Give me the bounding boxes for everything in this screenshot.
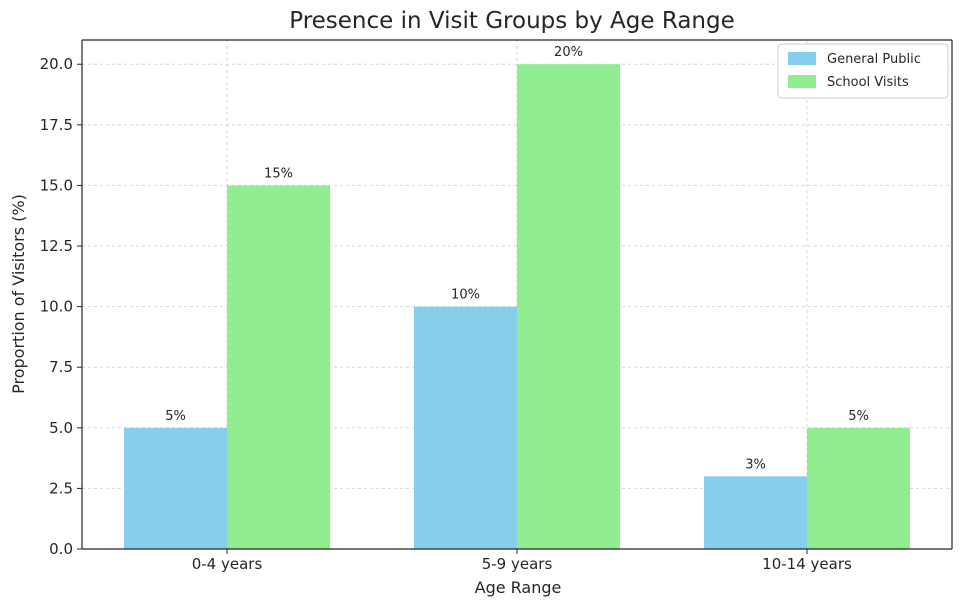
bar bbox=[517, 64, 620, 549]
x-tick-label: 5-9 years bbox=[482, 555, 553, 573]
x-axis-title: Age Range bbox=[475, 578, 562, 597]
bar-value-label: 15% bbox=[264, 166, 293, 181]
y-tick-label: 17.5 bbox=[40, 116, 73, 134]
y-tick-label: 12.5 bbox=[40, 237, 73, 255]
bar-value-label: 5% bbox=[165, 409, 186, 424]
legend-swatch bbox=[788, 52, 816, 65]
y-tick-label: 2.5 bbox=[49, 479, 73, 497]
y-tick-label: 15.0 bbox=[40, 176, 73, 194]
y-tick-label: 5.0 bbox=[49, 419, 73, 437]
bar-value-label: 5% bbox=[848, 409, 869, 424]
legend-swatch bbox=[788, 75, 816, 88]
legend-box bbox=[777, 43, 949, 99]
ticks: 0.0 2.5 5.0 7.5 10.0 12.5 15.0 17.5 20.0 0-4 year… bbox=[40, 55, 852, 573]
y-tick-label: 7.5 bbox=[49, 358, 73, 376]
bar bbox=[124, 427, 227, 549]
bar bbox=[227, 185, 330, 549]
legend-items: General Public School Visits bbox=[788, 52, 921, 90]
y-tick-label: 10.0 bbox=[40, 298, 73, 316]
bar-value-label: 20% bbox=[554, 45, 583, 60]
legend-label: General Public bbox=[827, 52, 921, 67]
bar bbox=[414, 306, 517, 549]
y-axis-title: Proportion of Visitors (%) bbox=[9, 194, 28, 394]
bars bbox=[124, 64, 910, 549]
chart-title: Presence in Visit Groups by Age Range bbox=[289, 8, 735, 34]
bar bbox=[807, 427, 910, 549]
legend-label: School Visits bbox=[827, 75, 909, 90]
x-tick-label: 10-14 years bbox=[762, 555, 852, 573]
bar-value-label: 10% bbox=[451, 288, 480, 303]
data-labels: 5% 15% 10% 20% 3% 5% bbox=[165, 45, 869, 472]
bar-value-label: 3% bbox=[745, 457, 766, 472]
x-tick-label: 0-4 years bbox=[192, 555, 263, 573]
y-tick-label: 0.0 bbox=[49, 540, 73, 558]
bar bbox=[704, 476, 807, 549]
y-tick-label: 20.0 bbox=[40, 55, 73, 73]
legend: General Public School Visits bbox=[777, 43, 949, 99]
